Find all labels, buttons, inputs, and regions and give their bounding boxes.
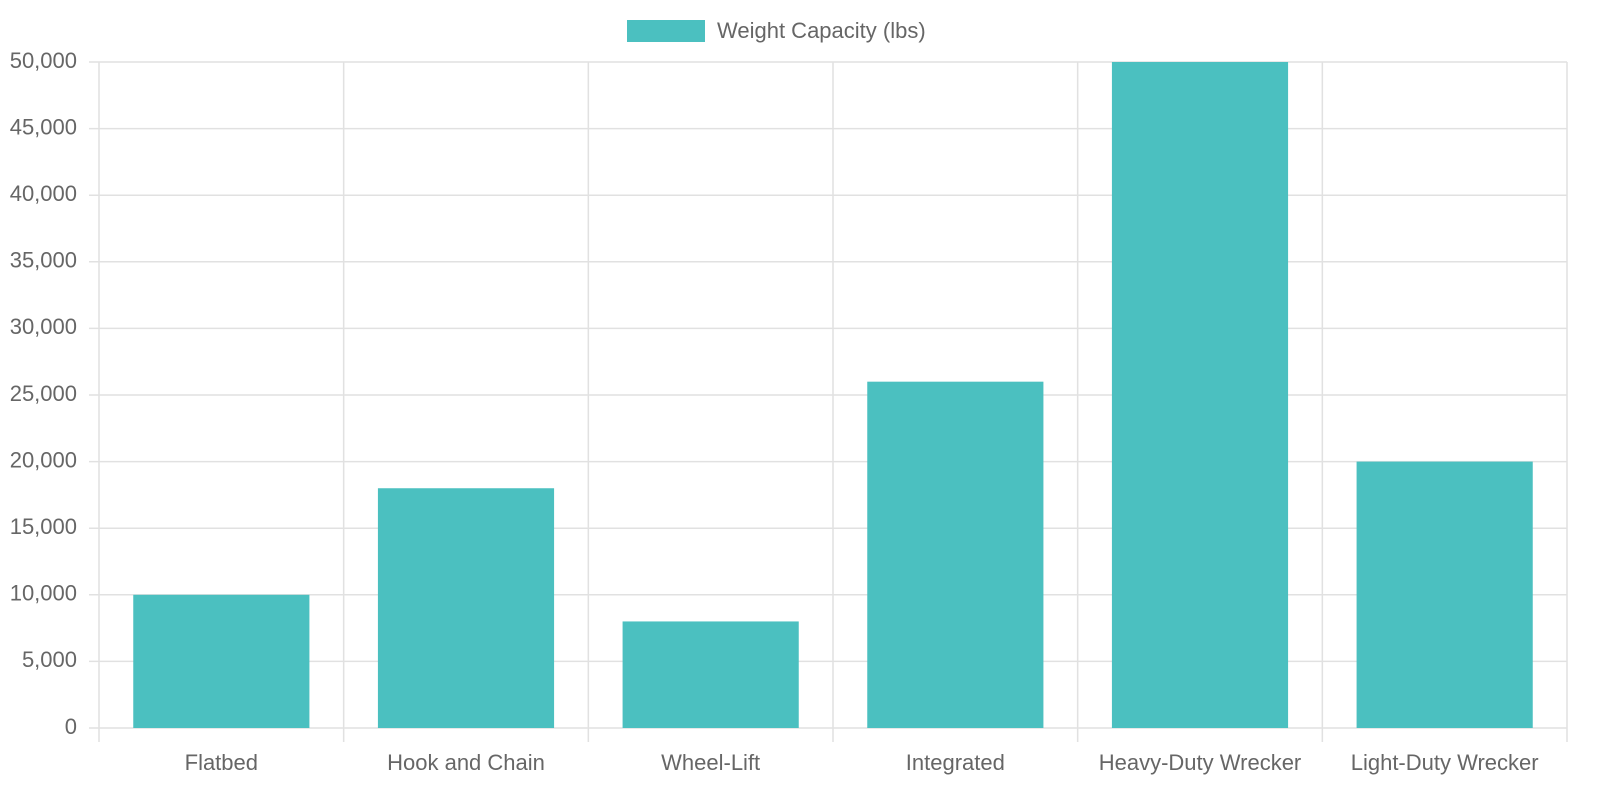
x-tick-label: Heavy-Duty Wrecker (1099, 750, 1302, 775)
legend-label: Weight Capacity (lbs) (717, 18, 926, 43)
y-tick-label: 45,000 (10, 114, 77, 139)
y-tick-label: 35,000 (10, 248, 77, 273)
x-tick-label: Flatbed (185, 750, 258, 775)
bar (1356, 461, 1533, 728)
x-tick-label: Integrated (906, 750, 1005, 775)
y-tick-label: 0 (65, 714, 77, 739)
bar (133, 594, 310, 728)
x-tick-label: Hook and Chain (387, 750, 545, 775)
y-tick-label: 15,000 (10, 514, 77, 539)
bar (622, 621, 799, 728)
x-tick-label: Wheel-Lift (661, 750, 760, 775)
y-tick-label: 10,000 (10, 581, 77, 606)
y-tick-label: 40,000 (10, 181, 77, 206)
bar (1111, 62, 1289, 728)
y-tick-label: 5,000 (22, 647, 77, 672)
bar (377, 488, 555, 728)
legend-swatch (627, 20, 705, 42)
x-tick-label: Light-Duty Wrecker (1351, 750, 1539, 775)
y-tick-label: 30,000 (10, 314, 77, 339)
y-tick-label: 50,000 (10, 48, 77, 73)
bar (867, 381, 1044, 728)
y-tick-label: 20,000 (10, 447, 77, 472)
y-tick-label: 25,000 (10, 381, 77, 406)
